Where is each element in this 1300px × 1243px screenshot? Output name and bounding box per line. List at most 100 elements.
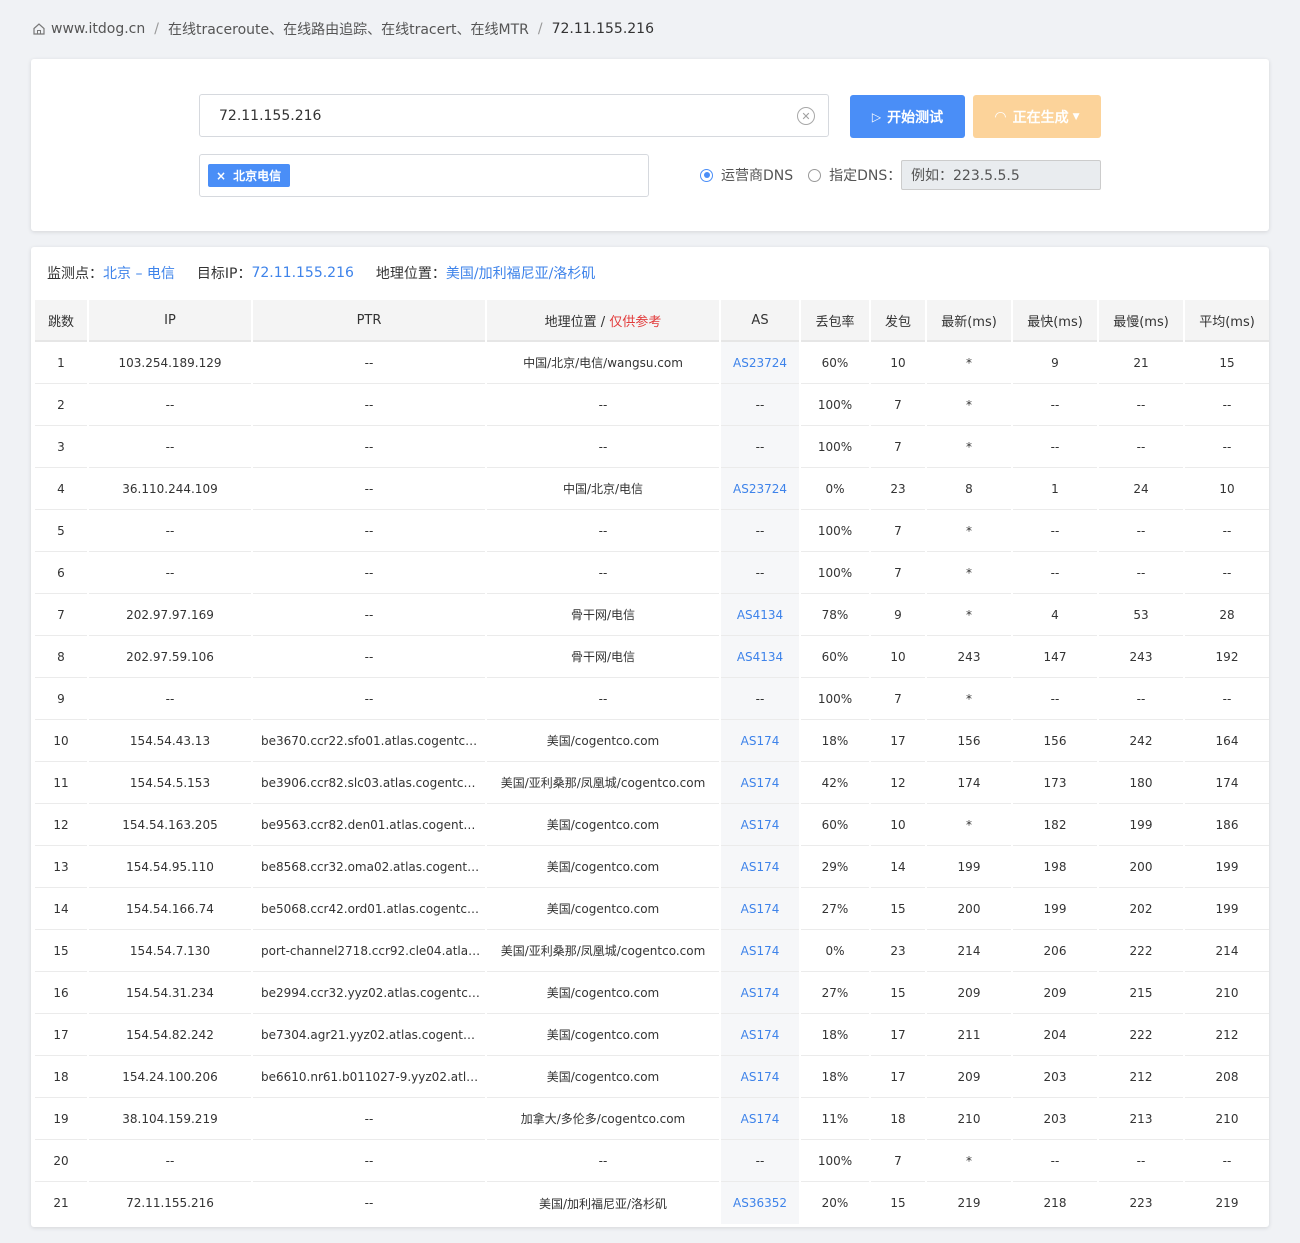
worst-cell: -- (1099, 426, 1183, 468)
best-cell: -- (1013, 426, 1097, 468)
ptr-cell: -- (253, 552, 485, 594)
radio-custom-dns-label[interactable]: 指定DNS： (829, 168, 902, 184)
geo-cell: -- (487, 426, 719, 468)
best-cell: -- (1013, 384, 1097, 426)
ptr-cell: be3670.ccr22.sfo01.atlas.cogentco.com (253, 720, 485, 762)
as-link[interactable]: AS174 (740, 817, 780, 832)
as-link[interactable]: AS4134 (736, 607, 784, 622)
monitor-node-select[interactable]: × 北京电信 (199, 154, 649, 197)
worst-cell: 222 (1099, 1014, 1183, 1056)
header-worst: 最慢(ms) (1099, 300, 1183, 342)
remove-tag-icon[interactable]: × (216, 168, 227, 183)
last-cell: * (927, 552, 1011, 594)
as-link[interactable]: AS36352 (733, 1196, 787, 1210)
loss-cell: 100% (801, 426, 869, 468)
header-geo-label: 地理位置 (544, 314, 597, 330)
worst-cell: 180 (1099, 762, 1183, 804)
breadcrumb: www.itdog.cn / 在线traceroute、在线路由追踪、在线tra… (32, 18, 654, 40)
clear-icon[interactable]: ✕ (797, 107, 815, 125)
custom-dns-input[interactable]: 例如：223.5.5.5 (901, 160, 1101, 190)
ip-cell: 154.54.5.153 (89, 762, 251, 804)
table-row: 20 -- -- -- -- 100% 7 * -- -- -- (35, 1140, 1269, 1182)
table-row: 5 -- -- -- -- 100% 7 * -- -- -- (35, 510, 1269, 552)
worst-cell: 24 (1099, 468, 1183, 510)
hop-cell: 18 (35, 1056, 87, 1098)
as-link[interactable]: AS23724 (733, 481, 787, 496)
as-link[interactable]: AS174 (740, 733, 780, 748)
best-cell: 1 (1013, 468, 1097, 510)
avg-cell: 164 (1185, 720, 1269, 762)
hop-cell: 1 (35, 342, 87, 384)
best-cell: 198 (1013, 846, 1097, 888)
radio-custom-dns[interactable] (808, 168, 822, 182)
ip-cell: 154.54.31.234 (89, 972, 251, 1014)
ptr-cell: -- (253, 636, 485, 678)
avg-cell: -- (1185, 384, 1269, 426)
best-cell: 4 (1013, 594, 1097, 636)
table-row: 6 -- -- -- -- 100% 7 * -- -- -- (35, 552, 1269, 594)
radio-isp-dns[interactable] (700, 168, 713, 182)
target-ip-input[interactable]: 72.11.155.216 ✕ (199, 94, 829, 137)
sent-cell: 15 (871, 972, 925, 1014)
as-link[interactable]: AS4134 (736, 649, 784, 664)
header-geo-separator: / (600, 314, 606, 330)
last-cell: 8 (927, 468, 1011, 510)
ip-cell: 154.54.43.13 (89, 720, 251, 762)
ip-cell: 154.54.82.242 (89, 1014, 251, 1056)
ptr-cell: -- (253, 342, 485, 384)
avg-cell: -- (1185, 426, 1269, 468)
worst-cell: 199 (1099, 804, 1183, 846)
hop-cell: 2 (35, 384, 87, 426)
loss-cell: 60% (801, 804, 869, 846)
breadcrumb-separator: / (537, 21, 543, 37)
selected-node-label: 北京电信 (233, 169, 282, 183)
radio-isp-dns-label[interactable]: 运营商DNS (721, 168, 794, 184)
as-link[interactable]: AS23724 (733, 355, 787, 370)
as-cell: AS174 (721, 1014, 799, 1056)
avg-cell: 192 (1185, 636, 1269, 678)
hop-cell: 20 (35, 1140, 87, 1182)
as-link[interactable]: AS174 (740, 901, 780, 916)
as-link[interactable]: AS174 (740, 943, 780, 958)
ptr-cell: be8568.ccr32.oma02.atlas.cogentco.com (253, 846, 485, 888)
hop-cell: 6 (35, 552, 87, 594)
as-link[interactable]: AS174 (740, 1027, 780, 1042)
as-link[interactable]: AS174 (740, 1069, 780, 1084)
loss-cell: 100% (801, 510, 869, 552)
geo-cell: 骨干网/电信 (487, 594, 719, 636)
as-link[interactable]: AS174 (740, 859, 780, 874)
header-ip: IP (89, 300, 251, 342)
geo-cell: -- (487, 510, 719, 552)
breadcrumb-site-link[interactable]: www.itdog.cn (51, 21, 146, 37)
loss-cell: 11% (801, 1098, 869, 1140)
last-cell: * (927, 342, 1011, 384)
ip-cell: -- (89, 510, 251, 552)
ip-cell: -- (89, 1140, 251, 1182)
breadcrumb-section-link[interactable]: 在线traceroute、在线路由追踪、在线tracert、在线MTR (167, 22, 529, 38)
as-link[interactable]: AS174 (740, 775, 780, 790)
table-row: 4 36.110.244.109 -- 中国/北京/电信 AS23724 0% 23 8 1 24… (35, 468, 1269, 510)
as-link[interactable]: AS174 (740, 985, 780, 1000)
breadcrumb-current: 72.11.155.216 (551, 21, 655, 37)
geo-cell: -- (487, 678, 719, 720)
loss-cell: 0% (801, 468, 869, 510)
as-cell: AS23724 (721, 468, 799, 510)
as-cell: -- (721, 384, 799, 426)
last-cell: * (927, 804, 1011, 846)
as-link[interactable]: AS174 (740, 1111, 780, 1126)
as-cell: AS174 (721, 972, 799, 1014)
generating-dropdown-button[interactable]: ◠ 正在生成 ▼ (973, 95, 1101, 138)
header-hop: 跳数 (35, 300, 87, 342)
start-test-button[interactable]: ▷ 开始测试 (850, 95, 965, 138)
worst-cell: 213 (1099, 1098, 1183, 1140)
hop-cell: 13 (35, 846, 87, 888)
loss-cell: 78% (801, 594, 869, 636)
worst-cell: -- (1099, 384, 1183, 426)
selected-node-tag[interactable]: × 北京电信 (208, 164, 291, 187)
table-row: 16 154.54.31.234 be2994.ccr32.yyz02.atlas.… (35, 972, 1269, 1014)
table-row: 11 154.54.5.153 be3906.ccr82.slc03.atlas.c… (35, 762, 1269, 804)
as-cell: -- (721, 1140, 799, 1182)
loss-cell: 18% (801, 1056, 869, 1098)
ip-cell: 154.54.163.205 (89, 804, 251, 846)
sent-cell: 10 (871, 342, 925, 384)
